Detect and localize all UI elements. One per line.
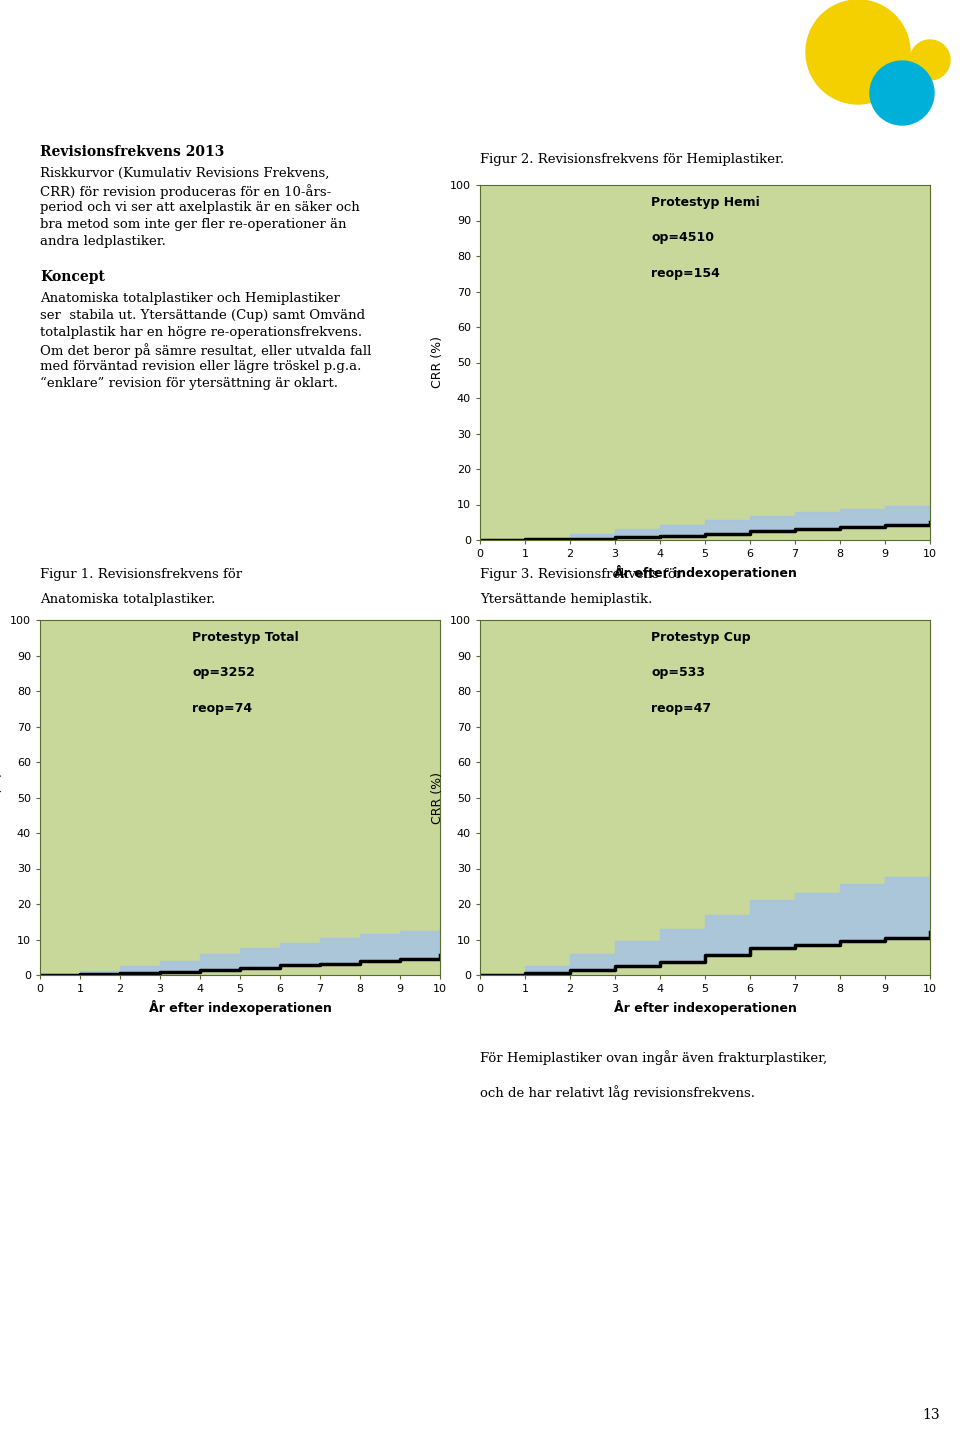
Text: ser  stabila ut. Ytersättande (Cup) samt Omvänd: ser stabila ut. Ytersättande (Cup) samt … — [40, 308, 365, 321]
Text: reop=74: reop=74 — [192, 702, 252, 715]
Text: Anatomiska totalplastiker.: Anatomiska totalplastiker. — [40, 592, 215, 605]
Circle shape — [910, 41, 950, 80]
Text: 13: 13 — [923, 1407, 940, 1422]
Text: bra metod som inte ger fler re-operationer än: bra metod som inte ger fler re-operation… — [40, 219, 347, 232]
Text: CRR) för revision produceras för en 10-års-: CRR) för revision produceras för en 10-å… — [40, 184, 331, 198]
Text: Figur 3. Revisionsfrekvens för: Figur 3. Revisionsfrekvens för — [480, 568, 683, 581]
Text: Revisionsfrekvens 2013: Revisionsfrekvens 2013 — [40, 145, 225, 159]
Text: Koncept: Koncept — [40, 269, 105, 284]
Text: Riskkurvor (Kumulativ Revisions Frekvens,: Riskkurvor (Kumulativ Revisions Frekvens… — [40, 167, 329, 180]
Circle shape — [870, 61, 934, 125]
Circle shape — [806, 0, 910, 104]
X-axis label: År efter indexoperationen: År efter indexoperationen — [613, 565, 797, 579]
Text: Figur 1. Revisionsfrekvens för: Figur 1. Revisionsfrekvens för — [40, 568, 242, 581]
Text: Figur 2. Revisionsfrekvens för Hemiplastiker.: Figur 2. Revisionsfrekvens för Hemiplast… — [480, 152, 784, 165]
Text: med förväntad revision eller lägre tröskel p.g.a.: med förväntad revision eller lägre trösk… — [40, 361, 361, 374]
Text: Om det beror på sämre resultat, eller utvalda fall: Om det beror på sämre resultat, eller ut… — [40, 343, 372, 358]
Text: op=3252: op=3252 — [192, 666, 254, 679]
Y-axis label: CRR (%): CRR (%) — [0, 772, 5, 824]
Text: “enklare” revision för ytersättning är oklart.: “enklare” revision för ytersättning är o… — [40, 376, 338, 390]
X-axis label: År efter indexoperationen: År efter indexoperationen — [613, 999, 797, 1015]
Text: Protestyp Total: Protestyp Total — [192, 631, 299, 644]
Text: och de har relativt låg revisionsfrekvens.: och de har relativt låg revisionsfrekven… — [480, 1085, 755, 1100]
Text: För Hemiplastiker ovan ingår även frakturplastiker,: För Hemiplastiker ovan ingår även fraktu… — [480, 1050, 828, 1064]
Text: Ytersättande hemiplastik.: Ytersättande hemiplastik. — [480, 592, 653, 605]
Y-axis label: CRR (%): CRR (%) — [431, 336, 444, 388]
Text: Protestyp Cup: Protestyp Cup — [651, 631, 751, 644]
Text: period och vi ser att axelplastik är en säker och: period och vi ser att axelplastik är en … — [40, 201, 360, 214]
Text: op=533: op=533 — [651, 666, 705, 679]
Text: op=4510: op=4510 — [651, 232, 714, 245]
Text: reop=154: reop=154 — [651, 266, 720, 279]
Y-axis label: CRR (%): CRR (%) — [431, 772, 444, 824]
Text: Protestyp Hemi: Protestyp Hemi — [651, 195, 759, 209]
Text: andra ledplastiker.: andra ledplastiker. — [40, 235, 166, 248]
Text: totalplastik har en högre re-operationsfrekvens.: totalplastik har en högre re-operationsf… — [40, 326, 362, 339]
X-axis label: År efter indexoperationen: År efter indexoperationen — [149, 999, 331, 1015]
Text: Anatomiska totalplastiker och Hemiplastiker: Anatomiska totalplastiker och Hemiplasti… — [40, 292, 340, 306]
Text: reop=47: reop=47 — [651, 702, 711, 715]
